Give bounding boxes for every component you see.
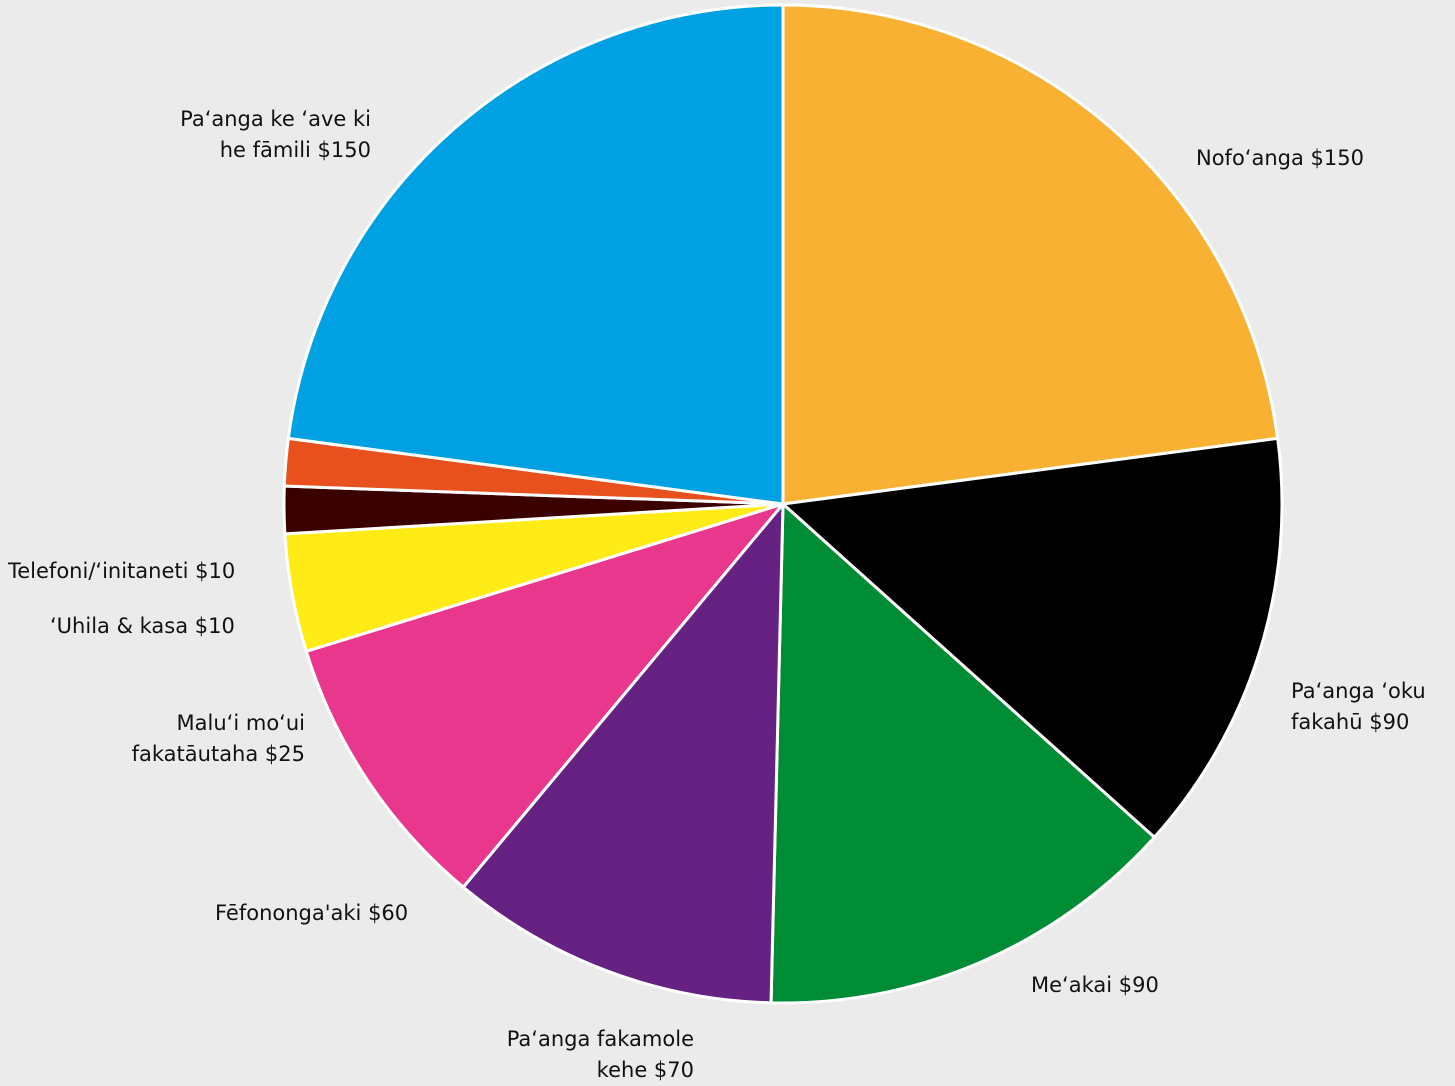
pie-slice-food — [769, 502, 1156, 1005]
slice-label-other-expenses: Paʻanga fakamole kehe $70 — [506, 1027, 694, 1082]
pie-slice-accommodation — [781, 3, 1280, 506]
slice-label-health-insurance: Maluʻi moʻui fakatāutaha $25 — [131, 711, 305, 766]
slice-label-accommodation: Nofoʻanga $150 — [1196, 146, 1364, 170]
pie-slice-savings — [781, 436, 1284, 839]
slice-label-family-remittance: Paʻanga ke ʻave ki he fāmili $150 — [180, 107, 371, 162]
slice-label-power-gas: ʻUhila & kasa $10 — [50, 614, 235, 638]
slice-label-phone-internet: Telefoni/ʻinitaneti $10 — [8, 559, 236, 583]
pie-slice-transport — [304, 502, 785, 889]
pie-slice-family-remittance — [286, 3, 785, 506]
slice-label-transport: Fēfononga'aki $60 — [215, 901, 409, 925]
pie-slices — [282, 3, 1284, 1005]
slice-label-food: Meʻakai $90 — [1031, 973, 1159, 997]
pie-slice-other-expenses — [461, 502, 785, 1005]
slice-label-savings: Paʻanga ʻoku fakahū $90 — [1291, 679, 1426, 734]
